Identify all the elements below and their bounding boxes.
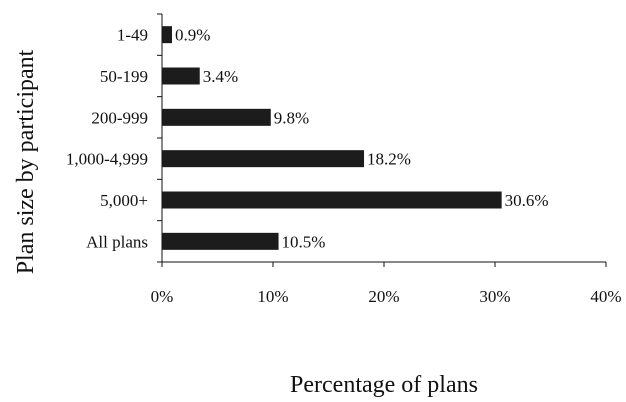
category-label: 1-49 — [117, 26, 148, 45]
bar-value-label: 3.4% — [203, 67, 238, 86]
x-tick-labels: 0% 10% 20% 30% 40% — [151, 287, 622, 306]
bar — [162, 150, 365, 168]
bar — [162, 232, 279, 250]
bar-value-label: 18.2% — [367, 150, 411, 169]
category-label: All plans — [86, 232, 148, 251]
x-tick-label: 10% — [257, 287, 288, 306]
category-label: 200-999 — [91, 108, 148, 127]
bar-value-label: 0.9% — [175, 26, 210, 45]
x-axis-title: Percentage of plans — [290, 372, 478, 398]
bar — [162, 191, 502, 209]
x-axis-ticks — [161, 262, 607, 267]
bar-value-label: 9.8% — [274, 108, 309, 127]
bars — [162, 26, 502, 250]
y-axis-ticks — [157, 13, 162, 263]
category-label: 50-199 — [100, 67, 148, 86]
bar — [162, 108, 271, 126]
y-axis-title: Plan size by participant — [13, 49, 39, 274]
category-label: 5,000+ — [100, 191, 148, 210]
bar-value-label: 10.5% — [282, 232, 326, 251]
x-tick-label: 30% — [479, 287, 510, 306]
x-tick-label: 0% — [151, 287, 174, 306]
category-labels: 1-49 50-199 200-999 1,000-4,999 5,000+ All pl… — [66, 26, 148, 252]
bar — [162, 67, 200, 85]
plot-area: 0.9% 3.4% 9.8% 18.2% 30.6% 10.5% 1-49 50-199 20… — [66, 13, 622, 306]
x-tick-label: 40% — [590, 287, 621, 306]
bar — [162, 26, 172, 44]
value-labels: 0.9% 3.4% 9.8% 18.2% 30.6% 10.5% — [175, 26, 549, 252]
bar-value-label: 30.6% — [505, 191, 549, 210]
category-label: 1,000-4,999 — [66, 150, 148, 169]
x-tick-label: 20% — [368, 287, 399, 306]
